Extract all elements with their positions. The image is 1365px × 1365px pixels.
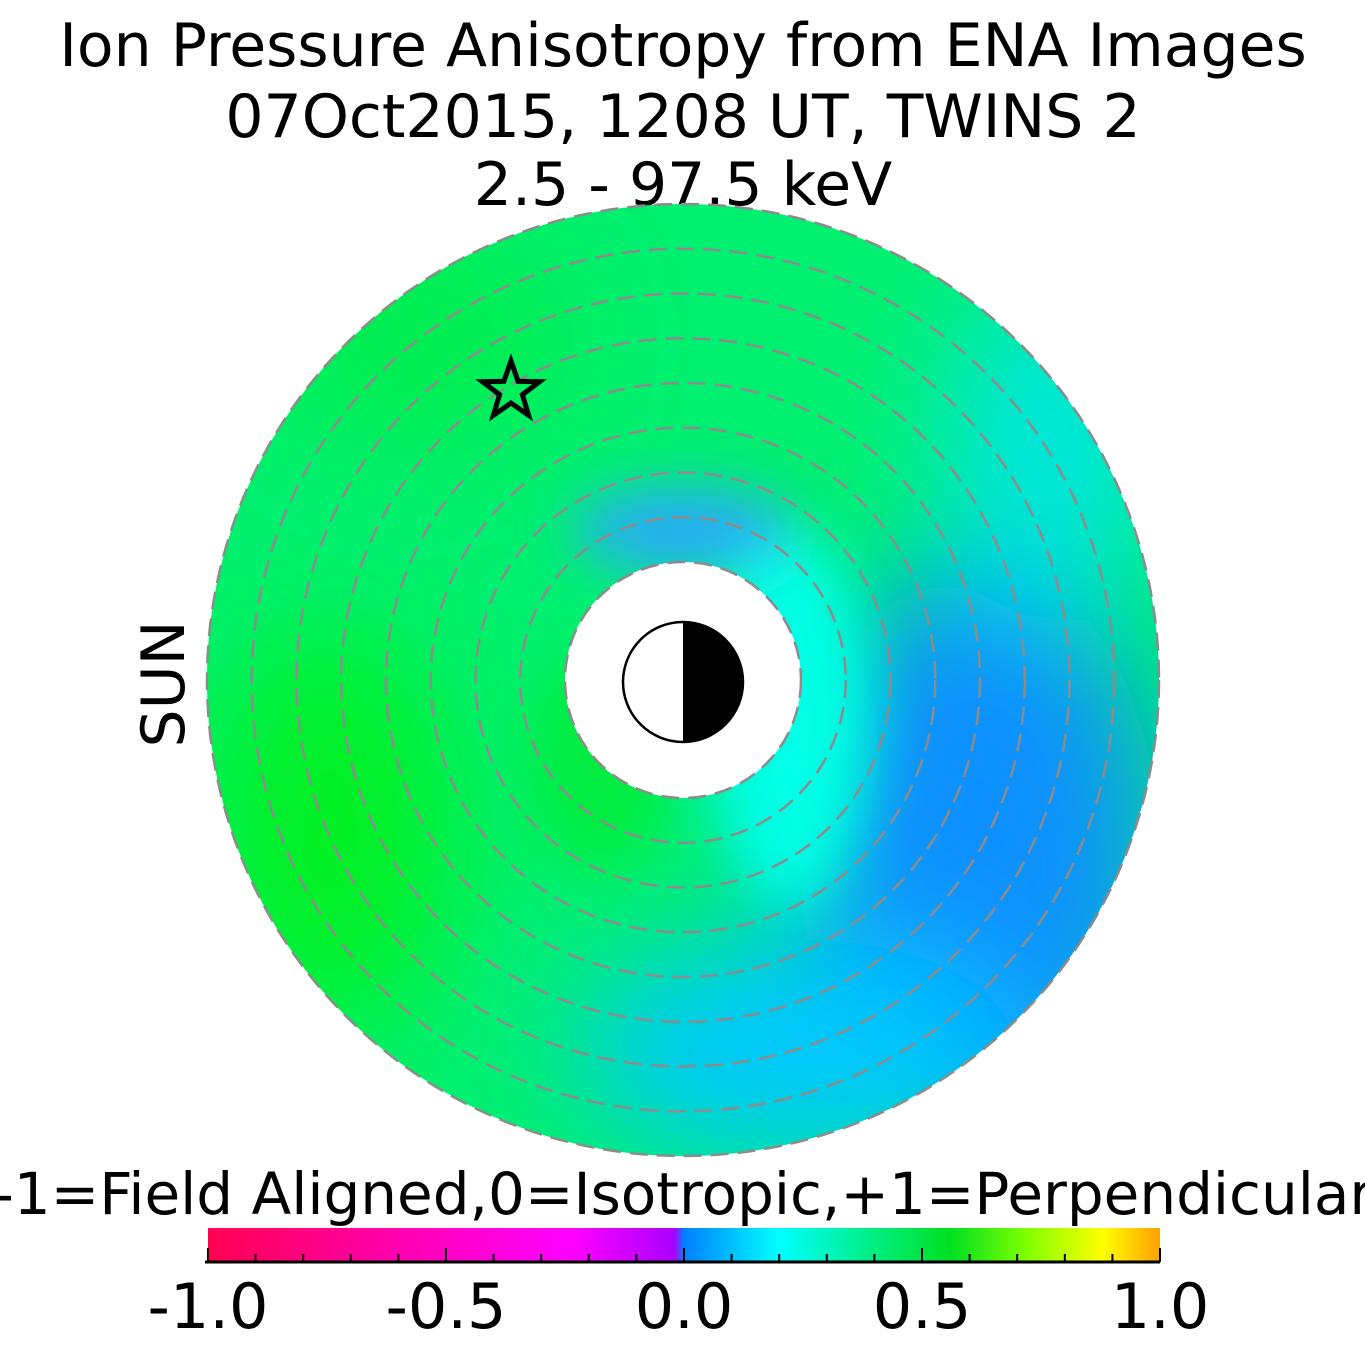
colorbar-tick-label: 0.0 bbox=[635, 1270, 734, 1343]
earth-icon bbox=[621, 620, 745, 744]
chart-title: Ion Pressure Anisotropy from ENA Images … bbox=[59, 11, 1307, 220]
dashed-rings bbox=[205, 202, 1161, 1158]
title-line-1: Ion Pressure Anisotropy from ENA Images bbox=[59, 11, 1307, 81]
colorbar-tick-label: 0.5 bbox=[873, 1270, 972, 1343]
heatmap-green-region-northwest bbox=[260, 230, 580, 450]
dashed-ring bbox=[518, 515, 848, 845]
colorbar: -1=Field Aligned,0=Isotropic,+1=Perpendi… bbox=[0, 1160, 1365, 1343]
heatmap-blue-noon-spot bbox=[573, 490, 793, 570]
sun-label: SUN bbox=[129, 621, 199, 748]
heatmap-cyan-region-south bbox=[580, 940, 1020, 1156]
colorbar-tick-label: -0.5 bbox=[386, 1270, 507, 1343]
dashed-ring bbox=[250, 247, 1116, 1113]
colorbar-ticks: -1.0 -0.5 0.0 0.5 1.0 bbox=[148, 1248, 1210, 1343]
colorbar-tick-label: 1.0 bbox=[1111, 1270, 1210, 1343]
dashed-ring bbox=[295, 292, 1071, 1068]
dashed-ring bbox=[339, 336, 1027, 1024]
heatmap-green-region-west bbox=[210, 630, 450, 1030]
dashed-ring bbox=[429, 426, 937, 934]
dashed-ring bbox=[474, 471, 892, 889]
heatmap-cyan-region-north bbox=[940, 280, 1159, 620]
title-line-2: 07Oct2015, 1208 UT, TWINS 2 bbox=[225, 82, 1140, 152]
colorbar-tick-label: -1.0 bbox=[148, 1270, 269, 1343]
dashed-ring bbox=[205, 202, 1161, 1158]
star-marker-icon bbox=[475, 353, 547, 422]
dashed-ring bbox=[384, 381, 982, 979]
colorbar-label: -1=Field Aligned,0=Isotropic,+1=Perpendi… bbox=[0, 1160, 1365, 1228]
